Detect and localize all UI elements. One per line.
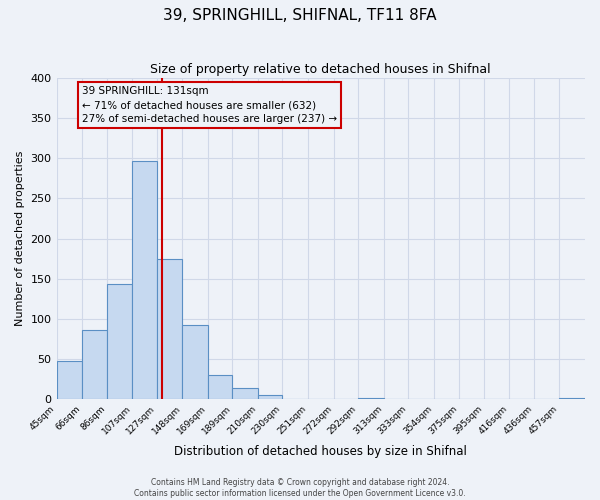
Bar: [107, 284, 132, 399]
Bar: [358, 398, 383, 399]
Bar: [56, 362, 82, 399]
Text: 39, SPRINGHILL, SHIFNAL, TF11 8FA: 39, SPRINGHILL, SHIFNAL, TF11 8FA: [163, 8, 437, 22]
Y-axis label: Number of detached properties: Number of detached properties: [15, 151, 25, 326]
Bar: [182, 326, 208, 399]
Bar: [232, 388, 258, 399]
Title: Size of property relative to detached houses in Shifnal: Size of property relative to detached ho…: [151, 62, 491, 76]
Text: 39 SPRINGHILL: 131sqm
← 71% of detached houses are smaller (632)
27% of semi-det: 39 SPRINGHILL: 131sqm ← 71% of detached …: [82, 86, 337, 124]
Bar: [208, 375, 232, 399]
Bar: [132, 161, 157, 399]
Bar: [559, 398, 585, 399]
Bar: [258, 395, 283, 399]
Bar: [82, 330, 107, 399]
X-axis label: Distribution of detached houses by size in Shifnal: Distribution of detached houses by size …: [175, 444, 467, 458]
Text: Contains HM Land Registry data © Crown copyright and database right 2024.
Contai: Contains HM Land Registry data © Crown c…: [134, 478, 466, 498]
Bar: [157, 258, 182, 399]
